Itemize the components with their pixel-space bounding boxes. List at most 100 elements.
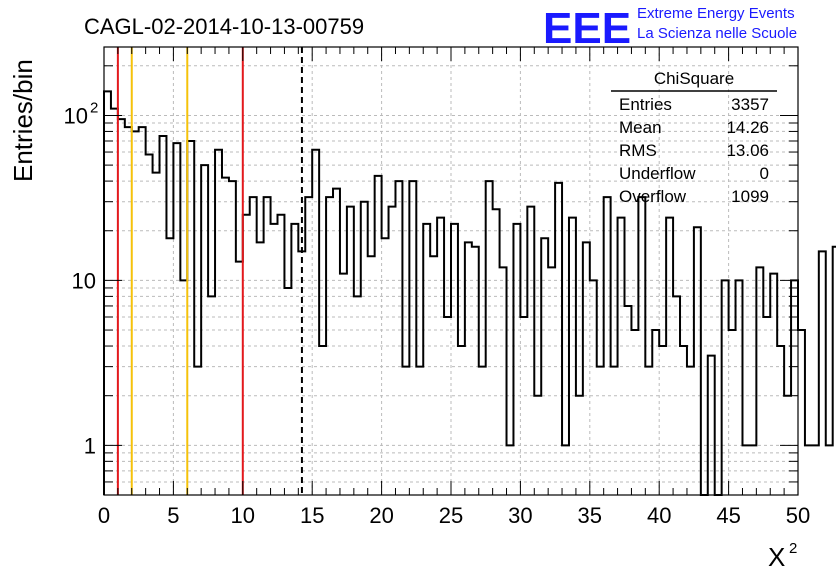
histogram-bin [736, 280, 743, 495]
histogram-bin [749, 445, 756, 495]
stats-row-label: RMS [619, 141, 657, 160]
x-tick-label: 35 [578, 503, 602, 528]
histogram-bin [173, 143, 180, 495]
histogram-bin [597, 367, 604, 495]
y-tick-label-superscript: 2 [90, 99, 98, 116]
histogram-bin [375, 176, 382, 495]
histogram-bin [118, 119, 125, 495]
histogram-bin [250, 197, 257, 495]
histogram-bin [500, 267, 507, 495]
stats-title: ChiSquare [654, 69, 734, 88]
x-tick-label: 10 [231, 503, 255, 528]
histogram-bin [645, 367, 652, 495]
grid [104, 47, 798, 496]
y-axis-label: Entries/bin [8, 59, 38, 182]
histogram-bin [576, 396, 583, 495]
stats-box: ChiSquare Entries 3357 Mean 14.26 RMS 13.06 Und… [611, 69, 777, 206]
histogram-bin [680, 346, 687, 495]
histogram-bin [111, 109, 118, 495]
histogram-bin [742, 445, 749, 495]
histogram-bin [465, 242, 472, 495]
histogram-bin [354, 296, 361, 495]
x-tick-label: 45 [716, 503, 740, 528]
histogram-bin [402, 367, 409, 495]
histogram-bin [243, 215, 250, 495]
histogram-bin [493, 209, 500, 495]
histogram-bin [215, 150, 222, 495]
histogram-bin [444, 317, 451, 495]
histogram-bin [604, 197, 611, 495]
stats-row-label: Entries [619, 95, 672, 114]
histogram-bin [486, 181, 493, 495]
histogram-bin [395, 181, 402, 495]
histogram-bin [340, 274, 347, 495]
x-tick-label: 0 [98, 503, 110, 528]
histogram-bin [513, 224, 520, 495]
histogram-bin [569, 218, 576, 495]
y-tick-label: 10 [72, 268, 96, 293]
histogram-bin [458, 346, 465, 495]
histogram-bin [548, 267, 555, 495]
histogram-bin [791, 280, 798, 495]
histogram-bin [166, 238, 173, 495]
x-tick-label: 50 [786, 503, 810, 528]
histogram-bin [264, 197, 271, 495]
stats-row-value: 0 [760, 164, 769, 183]
histogram-bin [673, 296, 680, 495]
y-tick-label: 10 [64, 103, 88, 128]
histogram-bin [805, 445, 812, 495]
histogram-bin [160, 136, 167, 495]
logo-letters: EEE [543, 4, 631, 53]
histogram-bin [527, 207, 534, 495]
histogram-bin [194, 367, 201, 495]
histogram-bin [826, 445, 833, 495]
axis-ticks [103, 47, 799, 496]
histogram-bin [208, 296, 215, 495]
histogram-bin [389, 207, 396, 495]
histogram-bin [187, 141, 194, 495]
x-tick-label: 30 [508, 503, 532, 528]
histogram-bin [312, 150, 319, 495]
histogram-bin [812, 445, 819, 495]
histogram-bin [555, 183, 562, 495]
histogram-bin [305, 197, 312, 495]
histogram-bin [319, 346, 326, 495]
x-tick-label: 20 [369, 503, 393, 528]
histogram-bin [278, 215, 285, 495]
histogram-bin [236, 262, 243, 495]
histogram-bin [631, 330, 638, 495]
histogram-bin [777, 346, 784, 495]
x-tick-label: 15 [300, 503, 324, 528]
stats-row-label: Overflow [619, 187, 687, 206]
histogram-bin [291, 224, 298, 495]
histogram-bin [625, 306, 632, 495]
histogram-bin [618, 218, 625, 495]
histogram-bin [361, 202, 368, 495]
stats-row-label: Mean [619, 118, 662, 137]
logo-line-1: Extreme Energy Events [637, 5, 795, 22]
histogram-bin [146, 154, 153, 495]
histogram-bin [652, 330, 659, 495]
histogram-bin [284, 288, 291, 495]
histogram-bin [153, 173, 160, 495]
stats-row-label: Underflow [619, 164, 696, 183]
histogram-bin [271, 224, 278, 495]
histogram-bin [382, 238, 389, 495]
histogram-bin [590, 280, 597, 495]
histogram-bin [638, 197, 645, 495]
histogram-bin [722, 280, 729, 495]
chart-title: CAGL-02-2014-10-13-00759 [84, 14, 364, 39]
stats-row-value: 1099 [731, 187, 769, 206]
histogram-bin [763, 317, 770, 495]
histogram-bin [666, 218, 673, 495]
histogram-bin [694, 227, 701, 495]
histogram-bin [479, 367, 486, 495]
histogram-bin [708, 356, 715, 495]
histogram-bin [409, 181, 416, 495]
histogram-bin [611, 367, 618, 495]
histogram-bin [368, 256, 375, 495]
histogram-bin [770, 274, 777, 495]
histogram-bin [257, 242, 264, 495]
